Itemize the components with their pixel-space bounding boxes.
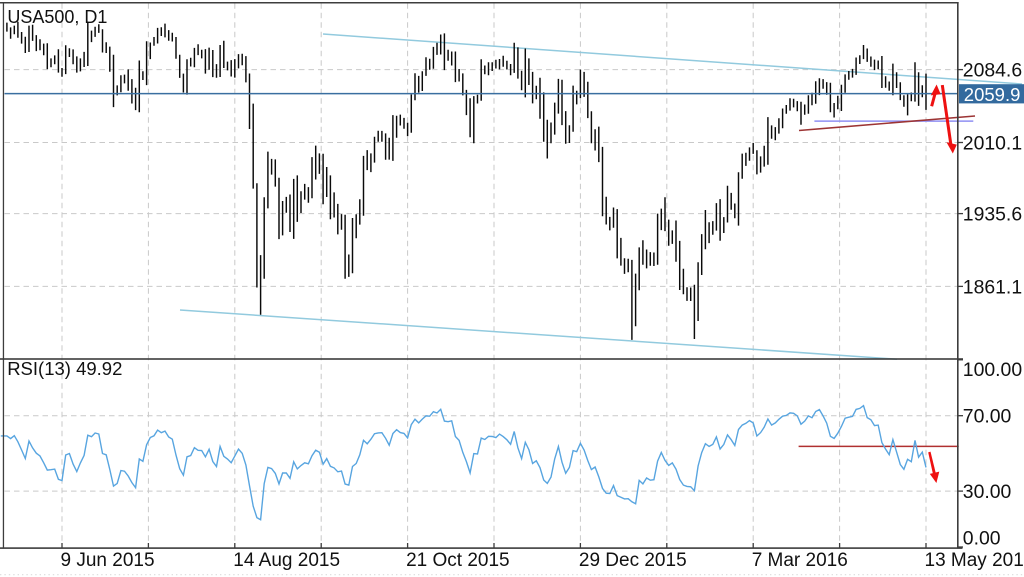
svg-text:0.00: 0.00 <box>963 527 1001 549</box>
svg-text:7 Mar 2016: 7 Mar 2016 <box>752 550 848 571</box>
svg-text:1935.6: 1935.6 <box>963 204 1022 226</box>
svg-text:2084.6: 2084.6 <box>963 60 1022 82</box>
svg-text:USA500, D1: USA500, D1 <box>7 7 107 27</box>
svg-text:9 Jun 2015: 9 Jun 2015 <box>61 550 155 571</box>
svg-text:21 Oct 2015: 21 Oct 2015 <box>406 550 510 571</box>
svg-text:2010.1: 2010.1 <box>963 133 1022 155</box>
svg-text:70.00: 70.00 <box>963 406 1012 428</box>
svg-text:30.00: 30.00 <box>963 481 1012 503</box>
svg-text:RSI(13) 49.92: RSI(13) 49.92 <box>7 358 122 379</box>
svg-text:14 Aug 2015: 14 Aug 2015 <box>233 550 340 571</box>
svg-text:29 Dec 2015: 29 Dec 2015 <box>579 550 687 571</box>
svg-text:1861.1: 1861.1 <box>963 276 1022 298</box>
svg-text:100.00: 100.00 <box>963 359 1023 381</box>
svg-text:2059.9: 2059.9 <box>964 84 1021 105</box>
svg-text:13 May 2016: 13 May 2016 <box>925 550 1024 571</box>
